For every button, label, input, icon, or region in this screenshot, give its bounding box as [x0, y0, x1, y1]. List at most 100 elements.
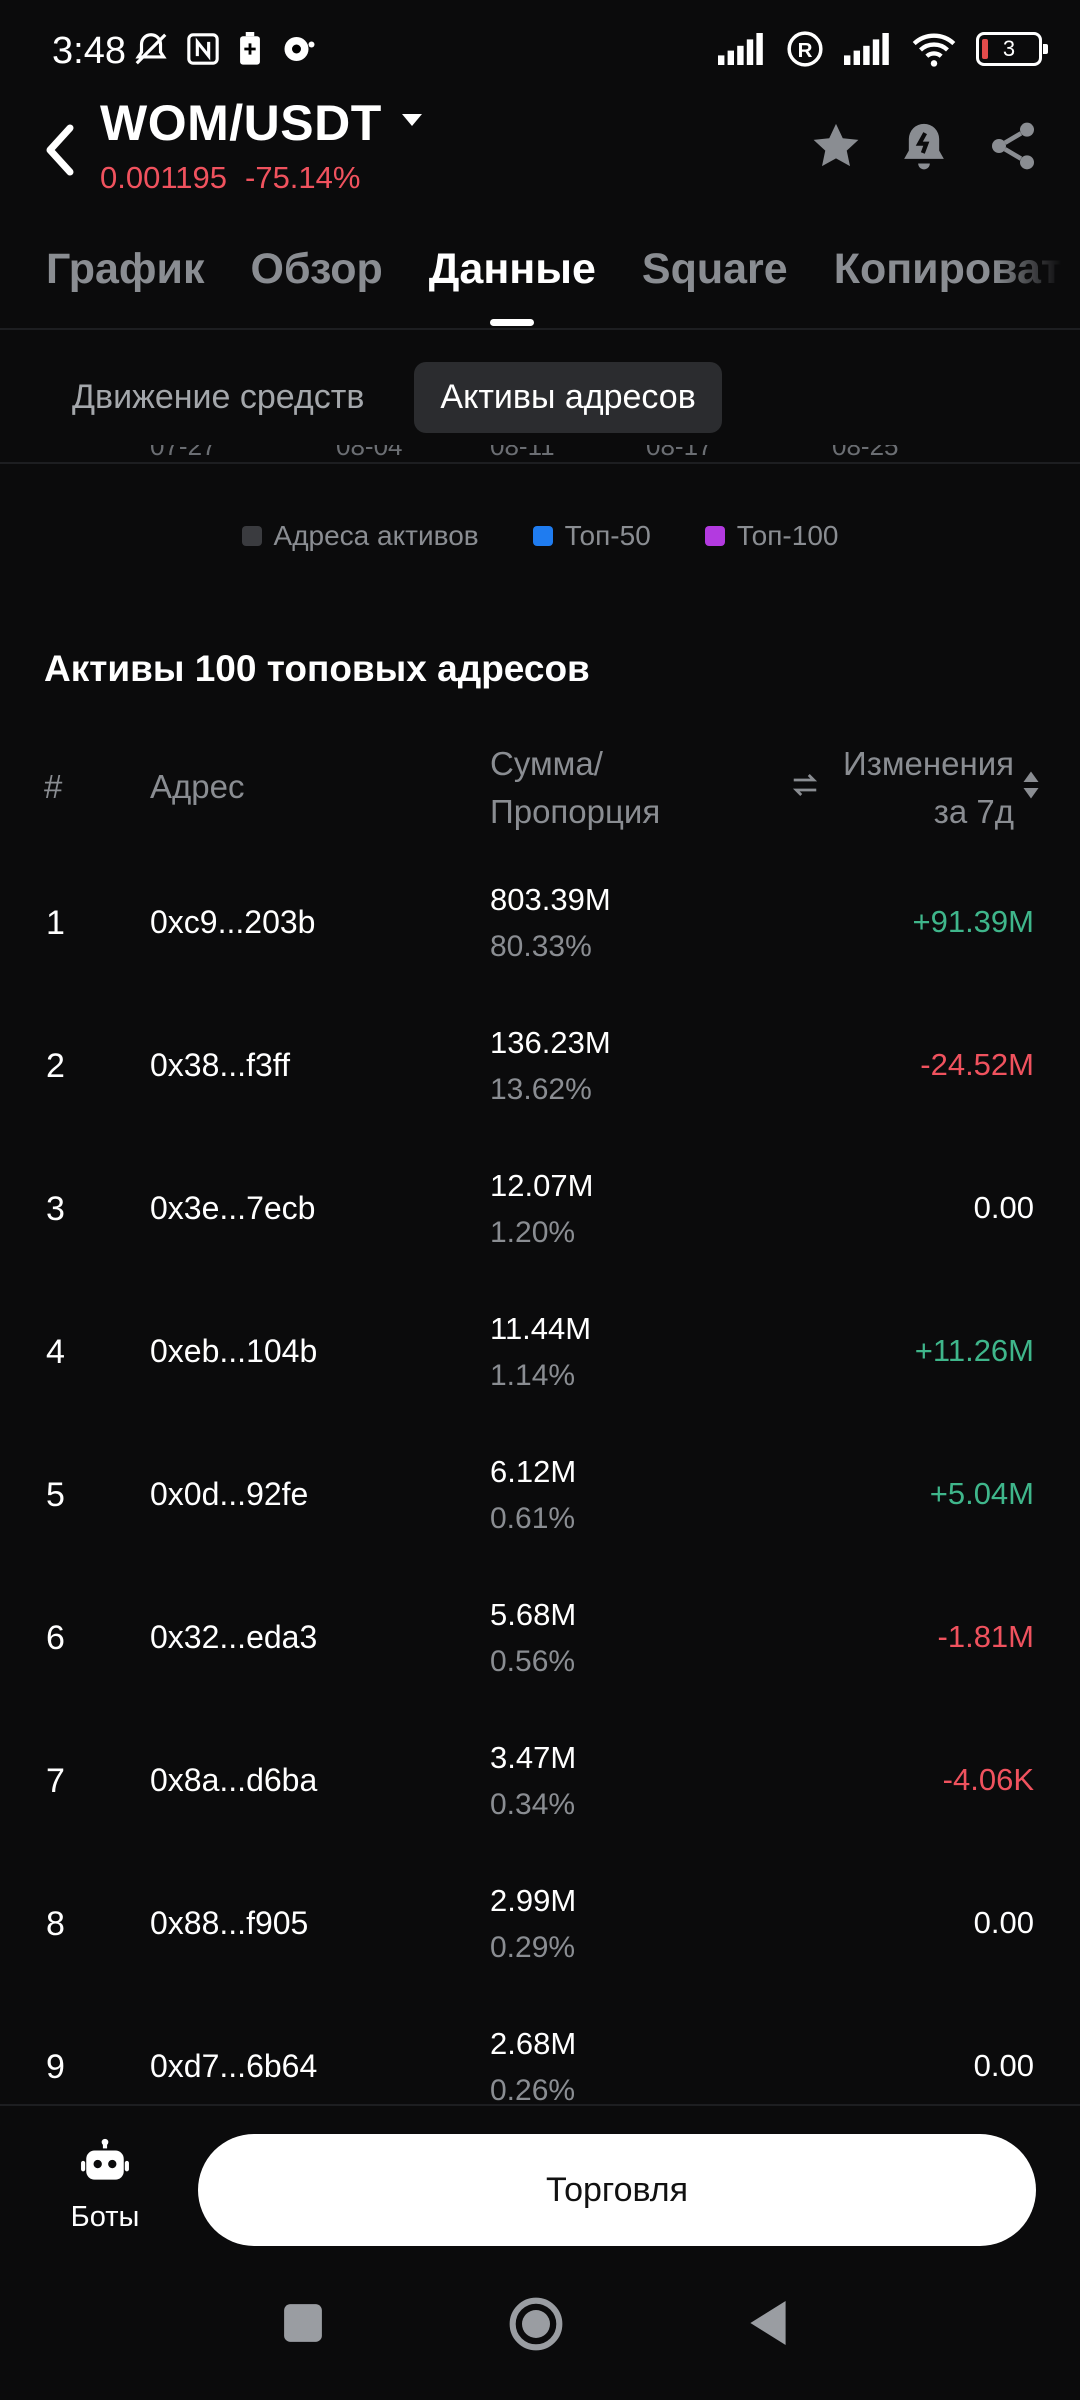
svg-text:R: R — [798, 39, 813, 62]
row-rank: 9 — [46, 2048, 65, 2086]
share-icon[interactable] — [985, 118, 1041, 174]
row-address[interactable]: 0x8a...d6ba — [150, 1762, 318, 1798]
row-change: 0.00 — [973, 2048, 1034, 2083]
legend-item[interactable]: Топ-100 — [704, 520, 839, 552]
chart-x-axis: 07-27 08-04 08-11 08-17 08-25 — [0, 445, 1080, 475]
legend-item[interactable]: Адреса активов — [241, 520, 479, 552]
back-arrow-icon[interactable] — [40, 120, 80, 180]
row-change: -1.81M — [937, 1619, 1034, 1654]
price-alert-bell-icon[interactable] — [896, 118, 952, 174]
table-row[interactable]: 6 0x32...eda3 5.68M 0.56% -1.81M — [0, 1575, 1080, 1718]
notifications-muted-icon — [135, 33, 167, 65]
row-address[interactable]: 0x3e...7ecb — [150, 1190, 316, 1226]
x-tick: 07-27 — [150, 445, 217, 461]
row-address[interactable]: 0xc9...203b — [150, 904, 316, 940]
table-row[interactable]: 5 0x0d...92fe 6.12M 0.61% +5.04M — [0, 1432, 1080, 1575]
sort-icon[interactable] — [1022, 770, 1040, 800]
tab-square[interactable]: Square — [641, 245, 788, 293]
column-change-line1: Изменения — [843, 745, 1014, 782]
table-row[interactable]: 2 0x38...f3ff 136.23M 13.62% -24.52M — [0, 1003, 1080, 1146]
row-address[interactable]: 0x88...f905 — [150, 1905, 309, 1941]
row-proportion: 0.26% — [490, 2074, 576, 2104]
row-amount: 2.99M — [490, 1883, 577, 1918]
swap-toggle-icon[interactable] — [790, 772, 820, 798]
table-row[interactable]: 9 0xd7...6b64 2.68M 0.26% 0.00 — [0, 2004, 1080, 2104]
row-proportion: 0.61% — [490, 1502, 576, 1535]
column-amount-line2: Пропорция — [490, 793, 661, 830]
row-rank: 5 — [46, 1476, 65, 1514]
row-proportion: 80.33% — [490, 930, 592, 963]
tab-data[interactable]: Данные — [428, 245, 596, 326]
last-price: 0.001195 — [100, 160, 227, 195]
x-tick: 08-25 — [832, 445, 899, 461]
battery-icon: 3 — [976, 32, 1048, 66]
column-rank: # — [44, 768, 63, 805]
row-rank: 1 — [46, 904, 65, 942]
back-nav-icon[interactable] — [746, 2298, 790, 2348]
price-line: 0.001195 -75.14% — [100, 160, 360, 196]
row-proportion: 0.34% — [490, 1788, 576, 1821]
row-amount: 6.12M — [490, 1454, 577, 1489]
table-row[interactable]: 3 0x3e...7ecb 12.07M 1.20% 0.00 — [0, 1146, 1080, 1289]
status-time: 3:48 — [52, 30, 126, 72]
row-proportion: 1.14% — [490, 1359, 576, 1392]
bottom-action-bar: Боты Торговля — [0, 2104, 1080, 2274]
row-rank: 4 — [46, 1333, 65, 1371]
legend-label: Топ-50 — [564, 520, 651, 551]
row-amount: 12.07M — [490, 1168, 594, 1203]
pair-selector[interactable]: WOM/USDT — [100, 95, 382, 151]
home-icon[interactable] — [508, 2296, 564, 2352]
recent-apps-icon[interactable] — [282, 2302, 324, 2344]
tab-overview[interactable]: Обзор — [250, 245, 383, 293]
subtab-address-assets[interactable]: Активы адресов — [414, 362, 722, 433]
x-tick: 08-11 — [490, 445, 555, 461]
trade-button[interactable]: Торговля — [198, 2134, 1036, 2246]
row-address[interactable]: 0x0d...92fe — [150, 1476, 309, 1512]
row-change: +5.04M — [929, 1476, 1034, 1511]
table-row[interactable]: 1 0xc9...203b 803.39M 80.33% +91.39M — [0, 860, 1080, 1003]
row-rank: 8 — [46, 1905, 65, 1943]
table-row[interactable]: 4 0xeb...104b 11.44M 1.14% +11.26M — [0, 1289, 1080, 1432]
nfc-icon — [187, 33, 219, 65]
row-address[interactable]: 0xeb...104b — [150, 1333, 318, 1369]
tab-chart[interactable]: График — [46, 245, 205, 293]
legend-swatch — [704, 526, 725, 546]
row-rank: 2 — [46, 1047, 65, 1085]
row-amount: 136.23M — [490, 1025, 611, 1060]
chevron-down-icon[interactable] — [400, 112, 424, 128]
row-change: -4.06K — [942, 1762, 1034, 1797]
row-amount: 11.44M — [490, 1311, 592, 1346]
battery-level: 3 — [1002, 36, 1016, 61]
row-rank: 7 — [46, 1762, 65, 1800]
table-row[interactable]: 8 0x88...f905 2.99M 0.29% 0.00 — [0, 1861, 1080, 2004]
column-change-line2: за 7д — [933, 793, 1014, 830]
row-proportion: 13.62% — [490, 1073, 592, 1106]
column-change-7d[interactable]: Изменения за 7д — [843, 740, 1014, 836]
table-row[interactable]: 7 0x8a...d6ba 3.47M 0.34% -4.06K — [0, 1718, 1080, 1861]
column-amount: Сумма/ Пропорция — [490, 740, 660, 836]
row-address[interactable]: 0x32...eda3 — [150, 1619, 318, 1655]
subtab-fund-flow[interactable]: Движение средств — [72, 378, 365, 416]
column-amount-line1: Сумма/ — [490, 745, 603, 782]
row-proportion: 0.56% — [490, 1645, 576, 1678]
roaming-icon: R — [787, 31, 823, 67]
holders-table: 1 0xc9...203b 803.39M 80.33% +91.39M 2 0… — [0, 860, 1080, 2104]
row-rank: 6 — [46, 1619, 65, 1657]
system-nav-bar — [0, 2274, 1080, 2400]
bots-button[interactable]: Боты — [40, 2138, 170, 2234]
legend-label: Топ-100 — [736, 520, 839, 551]
favorite-star-icon[interactable] — [808, 118, 864, 174]
legend-swatch — [532, 526, 553, 546]
header: WOM/USDT 0.001195 -75.14% — [0, 90, 1080, 210]
chart-legend: Адреса активов Топ-50 Топ-100 — [0, 520, 1080, 552]
price-change: -75.14% — [245, 160, 361, 195]
row-address[interactable]: 0x38...f3ff — [150, 1047, 290, 1083]
row-proportion: 0.29% — [490, 1931, 576, 1964]
subtabs-divider — [0, 462, 1080, 464]
row-rank: 3 — [46, 1190, 65, 1228]
tab-copy-trading[interactable]: Копироват — [833, 245, 1062, 293]
row-address[interactable]: 0xd7...6b64 — [150, 2048, 318, 2084]
row-change: 0.00 — [973, 1190, 1034, 1225]
legend-item[interactable]: Топ-50 — [532, 520, 651, 552]
tabs-divider — [0, 328, 1080, 330]
